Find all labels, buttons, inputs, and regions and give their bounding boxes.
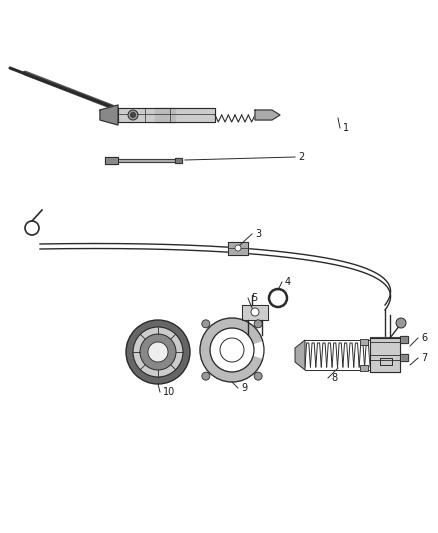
Polygon shape — [400, 354, 408, 361]
Polygon shape — [370, 338, 400, 372]
Polygon shape — [105, 157, 118, 164]
Circle shape — [251, 308, 259, 316]
Circle shape — [140, 334, 176, 370]
Text: 8: 8 — [331, 373, 337, 383]
Circle shape — [254, 372, 262, 380]
Circle shape — [148, 342, 168, 362]
Polygon shape — [242, 305, 268, 320]
Polygon shape — [228, 242, 248, 255]
Text: 1: 1 — [343, 123, 349, 133]
Polygon shape — [118, 159, 175, 162]
Circle shape — [235, 245, 241, 251]
Polygon shape — [360, 365, 368, 371]
Polygon shape — [175, 158, 182, 163]
Polygon shape — [100, 105, 118, 125]
Circle shape — [128, 110, 138, 120]
Text: 3: 3 — [255, 229, 261, 239]
Text: 10: 10 — [163, 387, 175, 397]
Text: 6: 6 — [421, 333, 427, 343]
Circle shape — [133, 327, 183, 377]
Circle shape — [254, 320, 262, 328]
Polygon shape — [118, 108, 215, 122]
Circle shape — [126, 320, 190, 384]
Polygon shape — [380, 358, 392, 365]
Polygon shape — [400, 336, 408, 343]
Text: 9: 9 — [241, 383, 247, 393]
Polygon shape — [360, 339, 368, 345]
Circle shape — [131, 112, 135, 117]
Polygon shape — [370, 337, 400, 342]
Text: 4: 4 — [285, 277, 291, 287]
Polygon shape — [255, 110, 280, 120]
Circle shape — [202, 320, 210, 328]
Polygon shape — [200, 318, 262, 382]
Text: 5: 5 — [251, 293, 257, 303]
Polygon shape — [155, 108, 175, 122]
Text: 2: 2 — [298, 152, 304, 162]
Circle shape — [396, 318, 406, 328]
Circle shape — [202, 372, 210, 380]
Polygon shape — [370, 355, 400, 360]
Text: 7: 7 — [421, 353, 427, 363]
Polygon shape — [295, 340, 305, 370]
